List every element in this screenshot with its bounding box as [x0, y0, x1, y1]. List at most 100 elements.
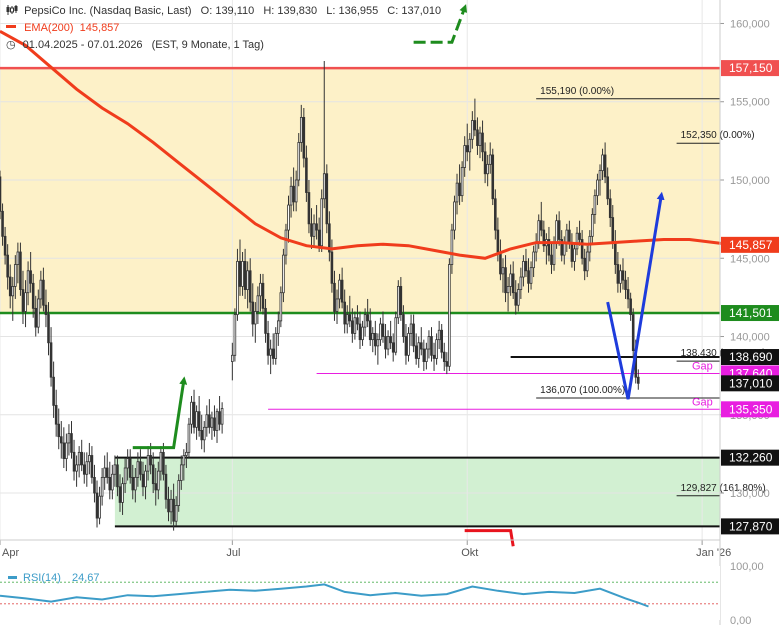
- candle-body: [335, 298, 339, 312]
- candle-body: [16, 251, 20, 265]
- clock-icon: ◷: [6, 39, 16, 51]
- candle-body: [379, 323, 382, 341]
- candle-body: [251, 301, 255, 325]
- candle-body: [552, 242, 556, 265]
- candle-body: [197, 411, 201, 431]
- candle-body: [570, 242, 574, 262]
- candlestick-icon: [6, 5, 18, 15]
- candle-body: [121, 483, 124, 503]
- candle-body: [47, 314, 50, 344]
- candle-body: [139, 461, 142, 475]
- candle-body: [389, 336, 392, 344]
- candle-body: [88, 455, 91, 463]
- candle-body: [320, 198, 323, 247]
- candle-body: [282, 254, 285, 294]
- candle-body: [231, 354, 234, 362]
- candle-body: [39, 279, 43, 300]
- price-label-box: [721, 449, 779, 466]
- candle-body: [162, 451, 165, 475]
- x-tick-label: Okt: [461, 547, 478, 559]
- rsi-layer: 100,00 0,00 RSI(14) 24,67: [0, 561, 764, 627]
- candle-body: [637, 376, 640, 384]
- candle-body: [164, 473, 168, 500]
- candle-body: [294, 179, 298, 203]
- candle-body: [440, 329, 443, 353]
- candle-body: [185, 451, 188, 456]
- candle-body: [292, 185, 295, 203]
- candle-body: [465, 145, 469, 153]
- candle-body: [299, 116, 303, 143]
- x-tick-label: Jul: [226, 547, 240, 559]
- instrument-name: PepsiCo Inc. (Nasdaq Basic, Last): [24, 5, 192, 17]
- blue-projection-arrow: [606, 191, 665, 400]
- candle-body: [386, 336, 390, 350]
- candle-body: [562, 242, 566, 256]
- candle-body: [368, 320, 372, 341]
- candle-body: [90, 455, 94, 478]
- price-label-text: 135,350: [729, 402, 773, 416]
- candle-body: [21, 289, 25, 312]
- green-dashed-arrow: [413, 4, 468, 44]
- candle-body: [376, 339, 380, 347]
- candle-body: [524, 260, 528, 272]
- candle-body: [325, 173, 329, 225]
- candle-body: [338, 279, 341, 300]
- candle-body: [560, 239, 563, 256]
- candle-body: [187, 423, 191, 453]
- candle-body: [192, 401, 196, 428]
- candle-body: [596, 179, 599, 197]
- candle-body: [213, 417, 216, 431]
- price-label-text: 157,150: [729, 61, 773, 75]
- x-tick-label: Jan '26: [696, 547, 731, 559]
- candle-body: [287, 204, 290, 231]
- candle-body: [585, 251, 589, 272]
- candle-body: [478, 132, 482, 146]
- candle-body: [85, 461, 89, 475]
- header-row-3: ◷ 01.04.2025 - 07.01.2026 (EST, 9 Monate…: [6, 38, 270, 51]
- candle-body: [330, 251, 334, 284]
- candle-body: [310, 223, 313, 237]
- candle-body: [542, 229, 546, 247]
- candle-body: [243, 260, 247, 290]
- candle-body: [1, 210, 4, 237]
- rsi-line: [0, 583, 649, 608]
- candle-body: [608, 198, 612, 218]
- candle-body: [351, 320, 354, 334]
- candle-body: [399, 286, 403, 316]
- candle-body: [555, 220, 558, 244]
- candle-body: [458, 182, 461, 197]
- fib-label: 136,070 (100.00%): [540, 385, 625, 396]
- candle-body: [397, 286, 400, 319]
- candle-body: [473, 120, 477, 131]
- candle-body: [412, 323, 415, 347]
- candle-body: [177, 480, 181, 506]
- candle-body: [297, 142, 301, 181]
- candle-body: [363, 314, 367, 328]
- candle-body: [356, 317, 359, 325]
- candle-body: [289, 185, 293, 206]
- candle-body: [404, 336, 408, 356]
- candle-body: [519, 276, 523, 290]
- candle-body: [108, 476, 112, 491]
- candle-body: [241, 260, 244, 287]
- candle-body: [141, 473, 145, 488]
- candle-body: [174, 505, 178, 522]
- candle-body: [374, 332, 377, 347]
- candle-body: [358, 323, 362, 341]
- y-tick-label: 130,000: [730, 488, 770, 500]
- price-label-box: [721, 305, 779, 322]
- candle-body: [159, 451, 163, 472]
- ohlc-close: C: 137,010: [387, 5, 442, 17]
- candle-body: [67, 433, 71, 444]
- price-label-box: [721, 401, 779, 418]
- candle-body: [414, 345, 418, 359]
- candle-body: [499, 251, 502, 275]
- candle-body: [435, 339, 438, 359]
- candle-body: [105, 467, 109, 478]
- candle-body: [111, 473, 114, 491]
- candle-body: [113, 464, 117, 475]
- candle-body: [279, 292, 283, 322]
- candle-body: [427, 336, 431, 350]
- candle-body: [93, 476, 96, 494]
